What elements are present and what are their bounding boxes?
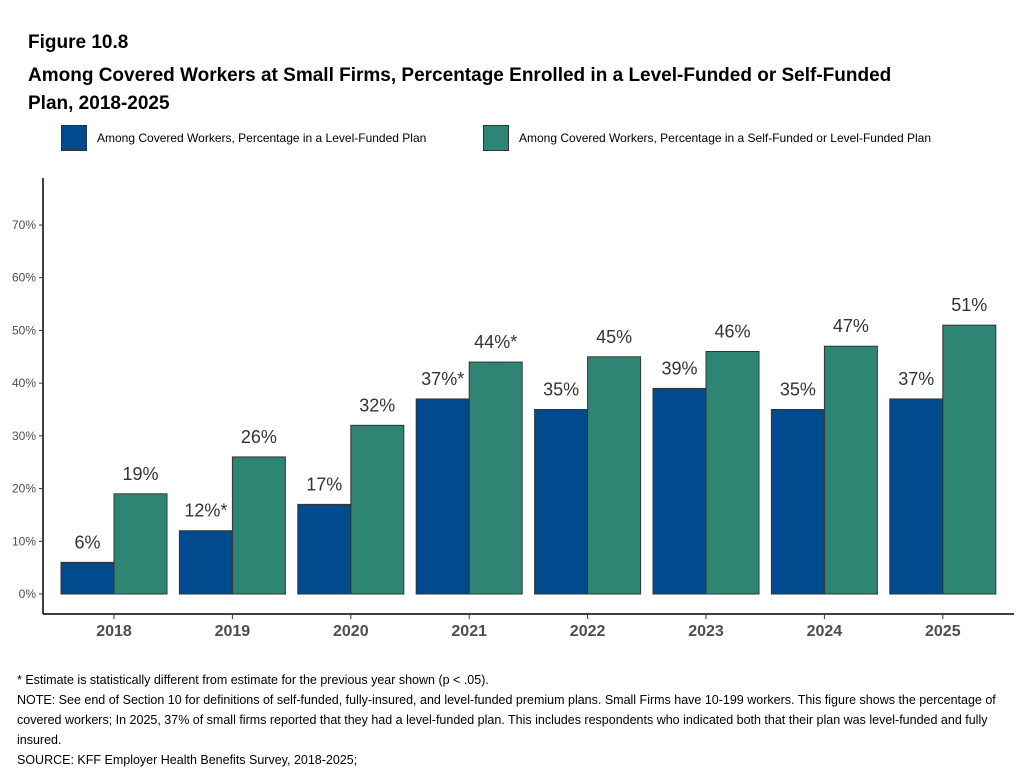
data-label: 32% [359, 395, 395, 415]
x-tick-label: 2020 [333, 623, 369, 640]
bar-self-or-level-funded [468, 361, 523, 595]
x-tick-label: 2018 [96, 623, 132, 640]
legend-item-self-or-level-funded: Among Covered Workers, Percentage in a S… [483, 125, 931, 151]
y-tick-label: 20% [12, 482, 36, 496]
data-label: 19% [122, 464, 158, 484]
bar-self-or-level-funded [113, 493, 168, 595]
bar-self-or-level-funded [823, 345, 878, 595]
x-tick-label: 2021 [451, 623, 487, 640]
data-label: 35% [543, 380, 579, 400]
bar-self-or-level-funded [705, 351, 760, 595]
bar-level-funded [770, 409, 825, 595]
y-tick-label: 10% [12, 534, 36, 548]
footnote-note: NOTE: See end of Section 10 for definiti… [17, 693, 996, 747]
legend-swatch-level-funded [61, 125, 87, 151]
y-tick-label: 60% [12, 271, 36, 285]
x-tick-label: 2022 [570, 623, 606, 640]
footnote-source: SOURCE: KFF Employer Health Benefits Sur… [17, 753, 358, 767]
legend-label-self-or-level-funded: Among Covered Workers, Percentage in a S… [519, 131, 932, 145]
x-tick-label: 2023 [688, 623, 724, 640]
bar-self-or-level-funded [587, 356, 642, 595]
y-tick-label: 40% [12, 376, 36, 390]
x-tick-label: 2025 [925, 623, 961, 640]
bar-chart: 0% 10% 20% 30% 40% 50% 60% 70% 6% 19% 2018 12%* 26% 2… [12, 178, 1014, 640]
data-label: 35% [780, 380, 816, 400]
legend-label-level-funded: Among Covered Workers, Percentage in a L… [97, 131, 427, 145]
bar-self-or-level-funded [231, 456, 286, 595]
bar-level-funded [534, 409, 589, 595]
bar-level-funded [60, 561, 115, 595]
y-tick-label: 70% [12, 218, 36, 232]
data-label: 12%* [184, 501, 227, 521]
bar-level-funded [889, 398, 944, 595]
legend-item-level-funded: Among Covered Workers, Percentage in a L… [61, 125, 426, 151]
data-label: 26% [241, 427, 277, 447]
y-tick-label: 0% [19, 587, 37, 601]
data-label: 47% [833, 316, 869, 336]
legend: Among Covered Workers, Percentage in a L… [0, 125, 1023, 155]
data-label: 37%* [421, 369, 464, 389]
data-label: 17% [306, 474, 342, 494]
data-label: 6% [74, 532, 100, 552]
data-label: 39% [661, 358, 697, 378]
data-label: 45% [596, 327, 632, 347]
chart-notes: * Estimate is statistically different fr… [17, 670, 1007, 770]
bar-level-funded [415, 398, 470, 595]
bar-level-funded [297, 503, 352, 595]
bar-level-funded [178, 530, 233, 595]
chart-title: Among Covered Workers at Small Firms, Pe… [28, 65, 892, 114]
data-label: 46% [714, 322, 750, 342]
y-tick-label: 30% [12, 429, 36, 443]
x-tick-label: 2024 [807, 623, 843, 640]
bar-level-funded [652, 387, 707, 595]
x-tick-label: 2019 [215, 623, 251, 640]
data-label: 51% [951, 295, 987, 315]
data-label: 37% [898, 369, 934, 389]
bar-self-or-level-funded [942, 324, 997, 595]
figure-label: Figure 10.8 [28, 32, 129, 53]
bar-self-or-level-funded [350, 424, 405, 595]
footnote-significance: * Estimate is statistically different fr… [17, 673, 489, 687]
y-tick-label: 50% [12, 323, 36, 337]
legend-swatch-self-or-level-funded [483, 125, 509, 151]
data-label: 44%* [474, 332, 517, 352]
